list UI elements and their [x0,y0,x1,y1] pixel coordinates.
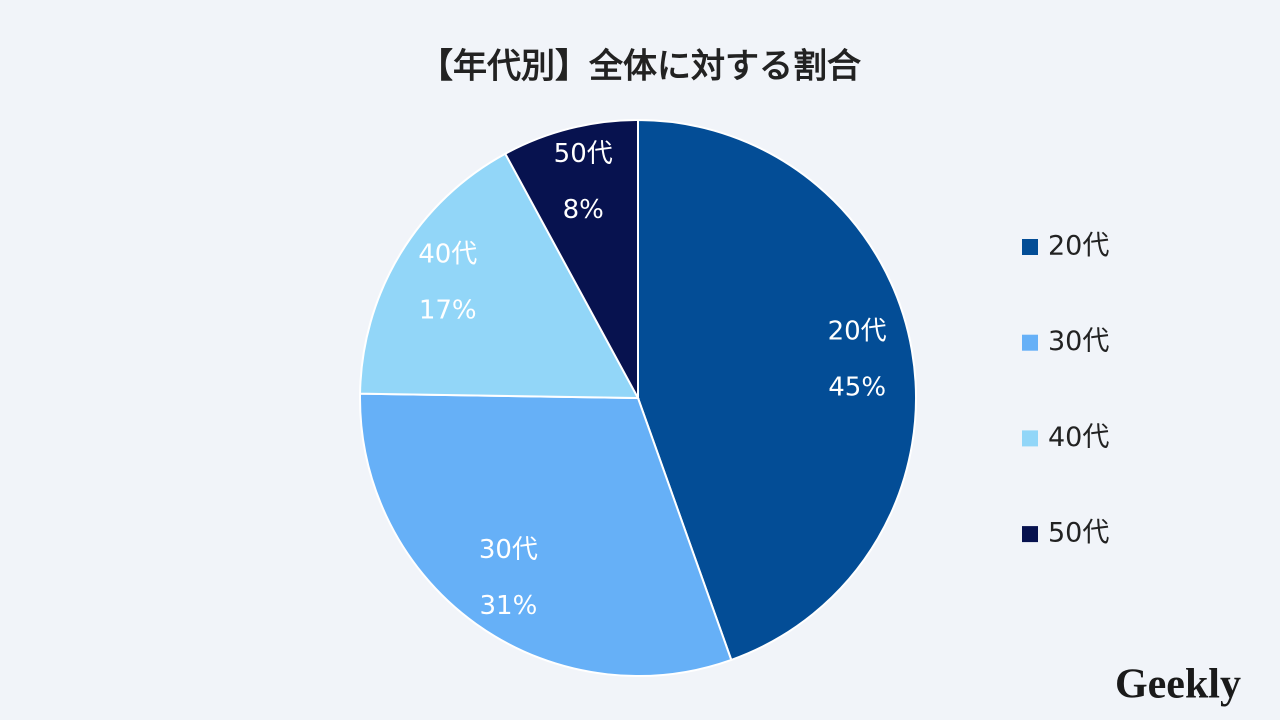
legend-swatch [1022,430,1038,447]
pie-slice [637,118,917,662]
legend-swatch [1022,239,1038,255]
pie-slice [503,118,639,399]
slice-category-label: 20代 [828,317,887,347]
pie-slice [359,392,733,677]
slice-category-label: 40代 [418,239,477,269]
legend-label: 50代 [1048,518,1109,549]
slice-category-label: 50代 [554,139,613,169]
data-label: 8% [563,195,604,225]
pie-slice [359,152,640,400]
legend-swatch [1022,526,1038,543]
slice-category-label: 30代 [479,535,538,565]
data-label: 45% [828,373,886,403]
data-label: 17% [419,295,477,325]
logo: Geekly [1115,662,1241,708]
data-label: 31% [479,591,537,621]
legend-swatch [1022,334,1038,351]
legend-label: 40代 [1048,422,1109,453]
legend-label: 30代 [1048,326,1109,357]
legend-label: 20代 [1048,231,1109,262]
chart-title: 【年代別】全体に対する割合 [419,47,861,87]
